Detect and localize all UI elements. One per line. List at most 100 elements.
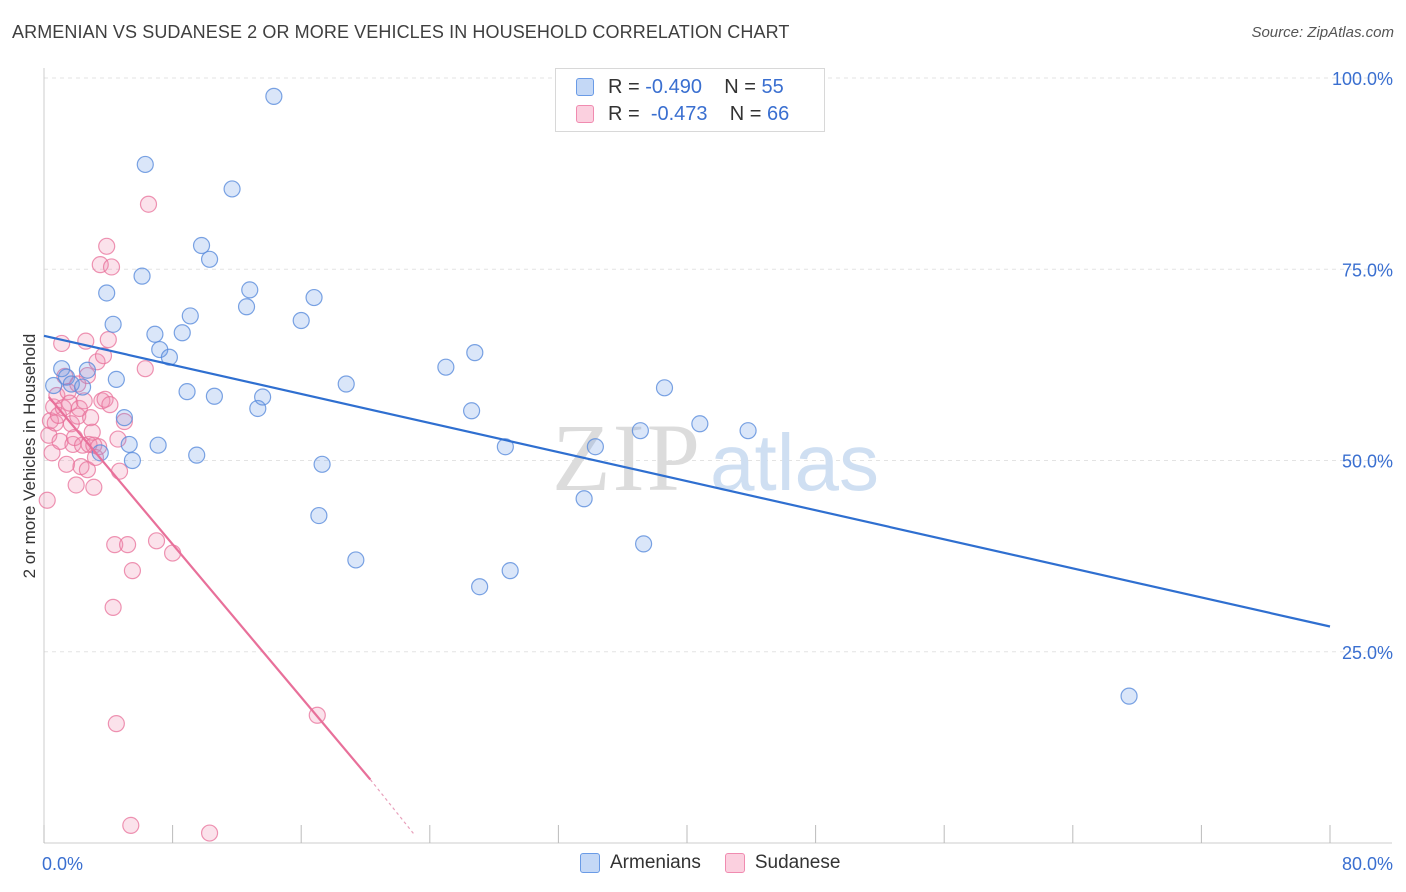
armenian-point <box>78 361 97 379</box>
armenian-point <box>655 379 674 397</box>
r-value: -0.473 <box>650 102 708 125</box>
n-label: N = <box>724 75 756 98</box>
armenian-point <box>437 358 455 376</box>
sudanese-trend-line <box>47 396 372 781</box>
y-axis-label: 2 or more Vehicles in Household <box>20 333 39 579</box>
armenians-legend-swatch <box>580 853 600 873</box>
armenian-points <box>45 87 1138 705</box>
sudanese-point <box>85 478 103 496</box>
sudanese-point <box>123 562 142 580</box>
sudanese-point <box>102 258 121 276</box>
sudanese-point <box>96 390 114 408</box>
sudanese-legend-swatch <box>724 853 745 873</box>
armenian-point <box>347 551 365 569</box>
armenian-point <box>149 436 167 454</box>
sudanese-swatch <box>576 105 594 123</box>
armenian-point <box>586 438 604 456</box>
sudanese-point <box>136 360 154 378</box>
sudanese-point <box>82 409 100 427</box>
sudanese-point <box>86 448 105 467</box>
armenian-point <box>91 444 109 462</box>
legend-item-armenians: Armenians <box>580 852 701 874</box>
sudanese-point <box>104 598 122 616</box>
sudanese-point <box>200 824 219 842</box>
y-tick-label: 50.0% <box>1342 452 1393 472</box>
armenian-point <box>205 387 223 405</box>
sudanese-legend-label: Sudanese <box>754 852 841 873</box>
armenian-point <box>575 490 593 508</box>
armenian-point <box>45 376 63 395</box>
watermark: ZIP atlas <box>552 404 879 511</box>
armenian-point <box>73 378 92 396</box>
r-value: -0.490 <box>645 75 702 98</box>
armenian-point <box>120 435 138 454</box>
sudanese-point <box>110 462 129 480</box>
armenian-point <box>223 180 241 198</box>
armenian-point <box>188 446 206 464</box>
sudanese-point <box>106 536 124 554</box>
sudanese-point <box>139 195 158 213</box>
armenians-trend-line <box>43 334 1331 628</box>
armenian-point <box>62 375 80 393</box>
armenian-point <box>1120 687 1138 705</box>
armenian-point <box>123 451 142 470</box>
y-tick-label: 75.0% <box>1342 260 1393 280</box>
armenian-point <box>265 87 283 105</box>
watermark-atlas: atlas <box>710 418 879 507</box>
armenian-point <box>292 311 310 330</box>
grid <box>44 77 1392 653</box>
y-tick-label: 25.0% <box>1342 643 1393 663</box>
sudanese-point <box>164 544 182 562</box>
legend-row-armenians: R = -0.490 N = 55 <box>576 75 784 99</box>
armenian-point <box>178 383 196 401</box>
armenian-point <box>98 284 116 302</box>
r-label: R = <box>608 75 640 98</box>
sudanese-point <box>38 491 56 509</box>
armenian-point <box>634 535 653 553</box>
armenian-point <box>305 288 323 307</box>
n-value: 66 <box>767 102 790 125</box>
n-label: N = <box>729 102 762 125</box>
r-label: R = <box>608 102 640 125</box>
sudanese-trend-extension <box>369 779 415 835</box>
armenian-point <box>53 360 71 378</box>
armenian-point <box>310 506 328 525</box>
armenian-point <box>501 562 519 580</box>
armenian-point <box>200 250 219 268</box>
chart-title: ARMENIAN VS SUDANESE 2 OR MORE VEHICLES … <box>12 22 790 42</box>
armenian-point <box>471 578 489 596</box>
sudanese-point <box>78 461 97 479</box>
armenian-point <box>337 375 355 393</box>
sudanese-point <box>99 331 117 349</box>
armenian-point <box>192 236 211 255</box>
armenian-point <box>466 344 484 362</box>
armenian-point <box>136 155 154 174</box>
sudanese-point <box>67 476 85 494</box>
tick-labels: 100.0% 75.0% 50.0% 25.0% 0.0% 80.0% <box>42 69 1393 874</box>
armenian-point <box>241 281 259 299</box>
armenian-point <box>146 325 164 343</box>
legend-item-sudanese: Sudanese <box>724 852 841 874</box>
trend-lines <box>43 334 1331 835</box>
armenian-point <box>691 415 709 433</box>
stats-legend: R = -0.490 N = 55 R = -0.473 N = 66 <box>555 68 825 132</box>
armenian-point <box>631 422 649 440</box>
sudanese-point <box>57 455 76 473</box>
sudanese-point <box>122 816 140 835</box>
sudanese-point <box>61 394 79 412</box>
x-tick-label-max: 80.0% <box>1342 854 1393 874</box>
legend-row-sudanese: R = -0.473 N = 66 <box>576 102 789 126</box>
source-label: Source: ZipAtlas.com <box>1251 24 1394 41</box>
armenian-point <box>254 388 272 406</box>
watermark-zip: ZIP <box>552 404 702 511</box>
x-tick-label-min: 0.0% <box>42 854 83 874</box>
armenian-point <box>739 422 757 440</box>
sudanese-point <box>107 715 125 733</box>
y-tick-label: 100.0% <box>1332 69 1393 89</box>
sudanese-point <box>109 430 127 448</box>
sudanese-point <box>115 412 133 431</box>
armenian-point <box>104 315 122 333</box>
sudanese-point <box>94 347 113 365</box>
sudanese-point <box>101 396 119 414</box>
sudanese-points <box>38 195 326 842</box>
